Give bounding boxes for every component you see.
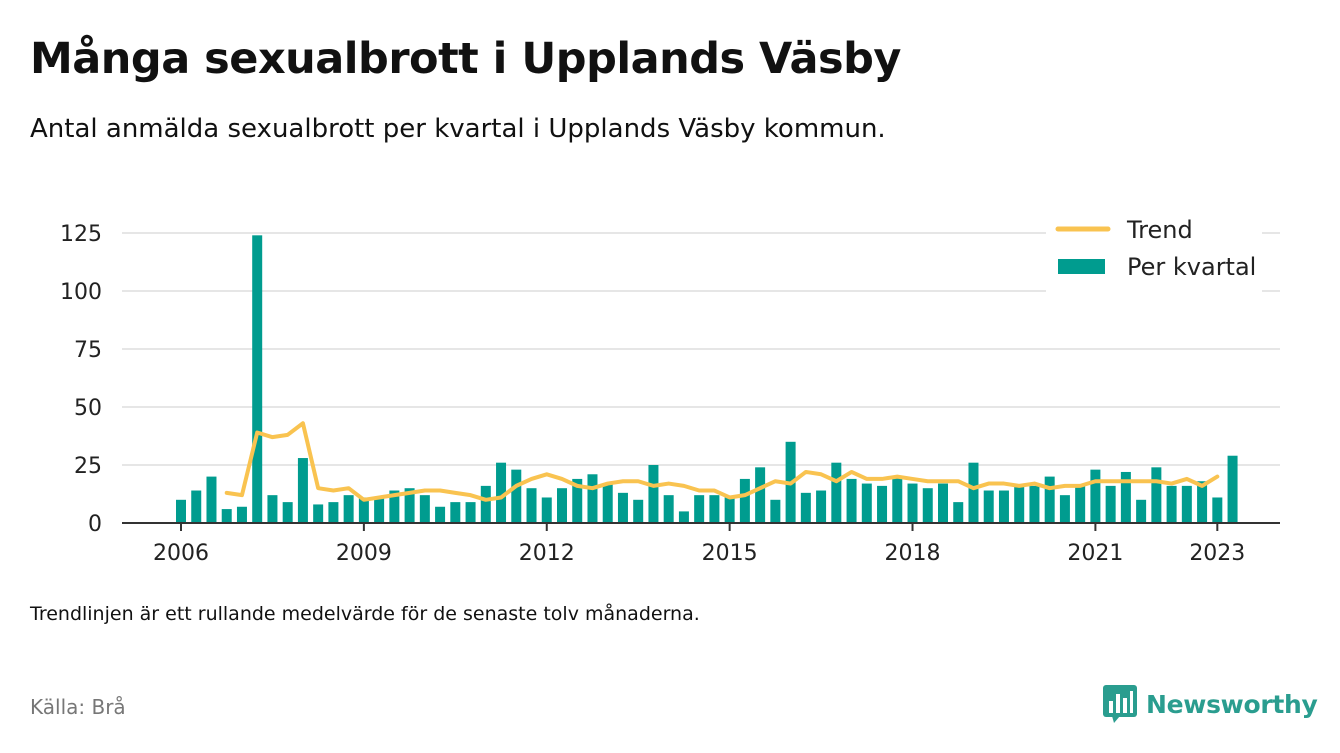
bar [1120,471,1131,523]
bar [358,497,369,523]
bar [938,483,948,523]
bar [663,495,674,523]
bar [343,495,354,523]
bar [419,495,430,523]
legend-background [1046,210,1262,292]
x-tick-label: 2012 [519,541,575,566]
bar [511,469,522,523]
bar [1151,467,1162,523]
bar [267,495,278,523]
bar [1181,485,1192,523]
bar [1059,495,1070,523]
bar [1212,497,1223,523]
bar [1136,499,1147,523]
bar [572,478,583,523]
y-tick-label: 125 [60,222,102,247]
chart-title: Många sexualbrott i Upplands Väsby [30,34,901,84]
bar [861,483,872,523]
bar [191,490,202,523]
bar [739,478,750,523]
bar [587,474,598,523]
bar [297,458,308,523]
x-tick-label: 2021 [1067,541,1123,566]
bar [1075,485,1086,523]
bar [1044,476,1055,523]
bar [602,483,613,523]
legend-bar-swatch [1058,259,1105,274]
bar [236,506,247,523]
x-tick-label: 2015 [702,541,758,566]
legend-trend-label: Trend [1126,216,1193,244]
bar [1090,469,1101,523]
chart-subtitle: Antal anmälda sexualbrott per kvartal i … [30,114,886,144]
bar [176,499,186,523]
newsworthy-logo-text: Newsworthy [1146,689,1318,719]
bar [389,490,400,523]
bar [846,478,857,523]
bar [328,502,339,523]
y-axis-ticks: 0 25 50 75 100 125 [60,222,102,537]
legend: Trend Per kvartal [1046,210,1262,292]
trend-series [224,421,1220,502]
bar [678,511,689,523]
bar [450,502,461,523]
bar [816,490,827,523]
chart-note: Trendlinjen är ett rullande medelvärde f… [30,603,700,625]
bar [755,467,766,523]
y-tick-label: 25 [74,454,102,479]
bar [496,462,507,523]
bar [968,462,979,523]
bar [907,483,918,523]
bar [557,488,567,523]
bar [282,502,293,523]
y-tick-label: 50 [74,396,102,421]
bar [526,488,537,523]
bar [1014,485,1025,523]
bar [252,235,263,523]
bar [892,476,903,523]
newsworthy-logo-icon [1103,685,1137,723]
bar [983,490,994,523]
bar [800,492,811,523]
bar [770,499,781,523]
bar [648,465,659,523]
newsworthy-logo: Newsworthy [1102,683,1318,725]
bar [480,485,491,523]
bar [1197,481,1208,523]
bar [1029,485,1040,523]
bar [1105,485,1116,523]
bar [221,509,232,523]
bar [435,506,446,523]
y-tick-label: 0 [88,512,102,537]
bar [633,499,644,523]
bar [998,490,1009,523]
bar [1166,485,1177,523]
bar [1227,455,1238,523]
bar [404,488,415,523]
bar [831,462,842,523]
trend-line [224,421,1220,502]
bar [877,485,888,523]
bar [709,495,720,523]
y-tick-label: 75 [74,338,102,363]
bar [694,495,705,523]
bar [724,497,735,523]
y-tick-label: 100 [60,280,102,305]
bar [953,502,964,523]
bar [922,488,933,523]
x-tick-label: 2006 [153,541,209,566]
x-tick-label: 2023 [1189,541,1245,566]
bar [313,504,324,523]
legend-bar-label: Per kvartal [1127,253,1256,281]
x-axis: 2006 2009 2012 2015 2018 2021 2023 [122,522,1280,566]
bar [206,476,217,523]
x-tick-label: 2018 [885,541,941,566]
bar [374,497,385,523]
bar [465,502,476,523]
x-tick-label: 2009 [336,541,392,566]
source-label: Källa: Brå [30,695,126,719]
bar [541,497,552,523]
bar [617,492,628,523]
